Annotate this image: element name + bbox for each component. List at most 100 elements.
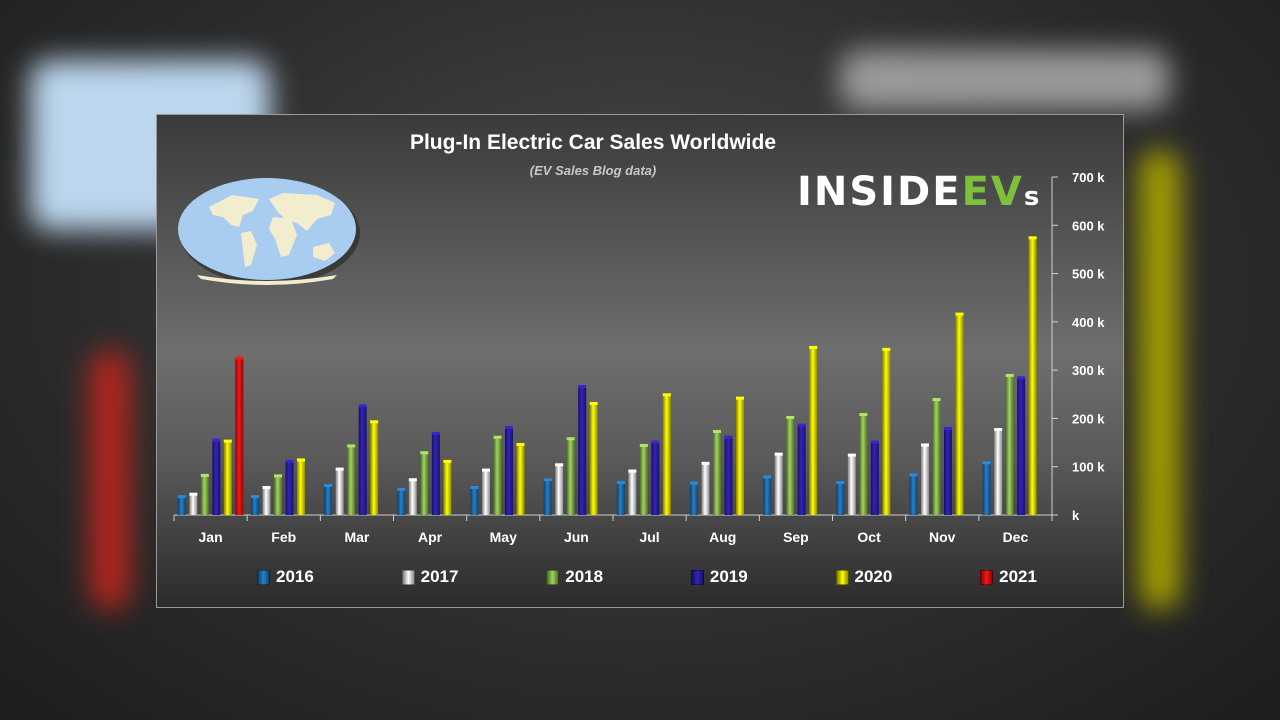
- bar-cap: [690, 481, 698, 485]
- bar-cap: [297, 458, 305, 462]
- bar-2019-may: [505, 428, 513, 515]
- bar-cap: [639, 443, 648, 447]
- bar-2018-nov: [932, 400, 941, 515]
- bar-cap: [713, 429, 721, 433]
- y-tick-label: 500 k: [1072, 267, 1105, 282]
- bar-cap: [274, 474, 282, 478]
- bar-cap: [724, 435, 733, 439]
- bar-2020-oct: [882, 349, 891, 515]
- bar-cap: [482, 468, 490, 472]
- bar-2018-apr: [420, 453, 429, 515]
- bar-cap: [1005, 373, 1014, 377]
- bar-2018-jan: [200, 475, 209, 515]
- bar-cap: [982, 461, 991, 465]
- bar-2017-jun: [555, 465, 564, 515]
- bar-cap: [797, 423, 806, 427]
- bar-2017-jul: [628, 471, 637, 515]
- legend-item-2019: 2019: [690, 567, 748, 587]
- y-tick-label: 400 k: [1072, 315, 1105, 330]
- bar-2018-jul: [639, 445, 648, 515]
- legend-item-2020: 2020: [835, 567, 892, 587]
- x-tick-label: Sep: [783, 529, 809, 545]
- bar-2020-mar: [370, 422, 379, 515]
- bar-cap: [651, 440, 660, 444]
- bar-2016-mar: [324, 486, 333, 515]
- bar-cap: [200, 473, 209, 477]
- bar-cap: [882, 347, 891, 351]
- bar-cap: [189, 492, 198, 496]
- legend-swatch: [835, 569, 849, 585]
- bar-cap: [335, 467, 344, 471]
- background-bar-blur: [90, 350, 130, 610]
- chart-plot: k 100 k 200 k 300 k 400 k 500 k 600 k 700 k Jan F…: [173, 170, 1105, 545]
- world-map-image: [178, 178, 360, 285]
- bar-cap: [870, 440, 879, 444]
- bar-cap: [859, 413, 868, 417]
- x-tick-label: Mar: [344, 529, 369, 545]
- bar-2019-dec: [1017, 378, 1026, 515]
- x-tick-label: Jul: [639, 529, 659, 545]
- bar-cap: [921, 443, 929, 447]
- bar-cap: [408, 478, 417, 482]
- chart-title: Plug-In Electric Car Sales Worldwide: [409, 131, 777, 154]
- bar-2018-dec: [1005, 375, 1014, 515]
- bar-2016-aug: [690, 483, 698, 515]
- bar-cap: [786, 415, 795, 419]
- bar-2018-feb: [274, 476, 282, 515]
- y-tick-label: 300 k: [1072, 363, 1105, 378]
- bar-cap: [420, 451, 429, 455]
- x-tick-label: May: [490, 529, 517, 545]
- bar-2018-sep: [786, 417, 795, 515]
- legend-item-2016: 2016: [257, 567, 314, 587]
- chart-panel: k 100 k 200 k 300 k 400 k 500 k 600 k 700 k Jan F…: [156, 114, 1124, 608]
- bar-cap: [177, 495, 186, 499]
- bar-2016-jul: [616, 483, 625, 515]
- bar-cap: [543, 478, 552, 482]
- bar-cap: [944, 427, 952, 431]
- bar-2019-nov: [944, 429, 952, 515]
- bar-2019-aug: [724, 437, 733, 515]
- bar-cap: [397, 487, 406, 491]
- bar-cap: [836, 481, 845, 485]
- legend-swatch: [690, 569, 704, 585]
- bar-2016-feb: [251, 497, 259, 515]
- bar-2020-nov: [955, 314, 964, 515]
- legend-swatch: [401, 569, 415, 585]
- bar-cap: [262, 485, 271, 489]
- bar-2020-apr: [443, 461, 452, 515]
- bar-2017-feb: [262, 487, 271, 515]
- bar-2016-dec: [982, 463, 991, 515]
- x-tick-label: Dec: [1003, 529, 1029, 545]
- bar-2017-dec: [994, 430, 1003, 515]
- x-tick-label: Oct: [857, 529, 881, 545]
- bar-2016-apr: [397, 489, 406, 515]
- bar-cap: [662, 393, 671, 397]
- bar-cap: [324, 484, 333, 488]
- bar-cap: [470, 485, 479, 489]
- bar-2019-feb: [285, 461, 294, 515]
- x-tick-label: Jan: [199, 529, 223, 545]
- x-tick-label: Feb: [271, 529, 296, 545]
- bar-2020-jan: [223, 441, 232, 515]
- logo-text-inside: INSIDE: [797, 169, 962, 215]
- legend-item-2018: 2018: [546, 567, 603, 587]
- bar-2016-nov: [909, 475, 918, 515]
- bar-cap: [443, 459, 452, 463]
- legend-label: 2018: [565, 567, 604, 586]
- bar-2021-jan: [235, 358, 244, 515]
- bar-cap: [505, 426, 513, 430]
- bar-cap: [516, 442, 525, 446]
- bar-2017-may: [482, 470, 490, 515]
- legend-label: 2016: [276, 567, 314, 586]
- bar-cap: [616, 481, 625, 485]
- bar-cap: [431, 431, 440, 435]
- bar-2016-jun: [543, 480, 552, 515]
- bar-2017-mar: [335, 469, 344, 515]
- logo-text-ev: EV: [961, 169, 1024, 215]
- bar-cap: [212, 438, 221, 442]
- bar-2018-mar: [347, 446, 356, 515]
- bar-2019-jul: [651, 442, 660, 515]
- bar-cap: [955, 312, 964, 316]
- background-logo-blur: [840, 50, 1170, 110]
- bar-2017-apr: [408, 480, 417, 515]
